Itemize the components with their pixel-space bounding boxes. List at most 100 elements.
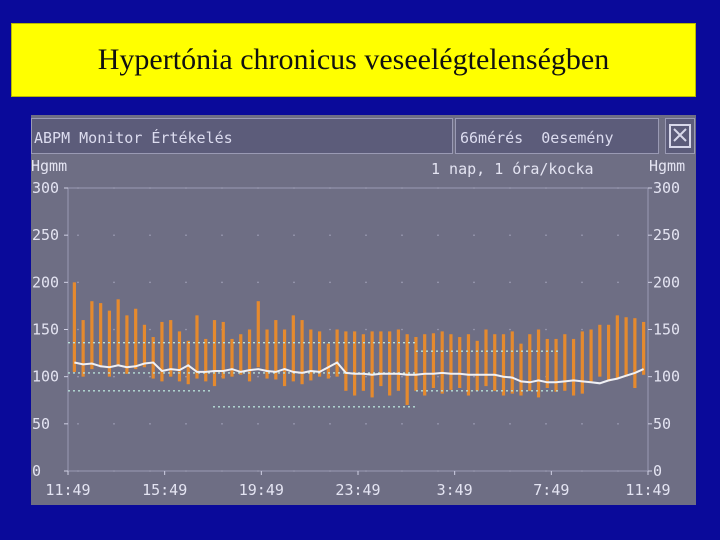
grid-dot	[473, 281, 475, 284]
grid-dot	[617, 234, 619, 236]
grid-dot	[509, 281, 511, 284]
grid-dot	[329, 328, 331, 331]
grid-dot	[365, 281, 367, 284]
bp-range-bar	[291, 315, 295, 382]
grid-dot	[221, 234, 223, 236]
bp-range-bar	[81, 320, 85, 377]
bp-range-bar	[134, 308, 138, 370]
grid-dot	[581, 281, 583, 284]
grid-dot	[149, 187, 151, 189]
grid-dot	[545, 234, 547, 236]
grid-dot	[437, 375, 439, 378]
grid-dot	[113, 375, 115, 378]
bp-range-bar	[335, 329, 339, 377]
grid-dot	[581, 234, 583, 236]
grid-dot	[617, 470, 619, 472]
bp-range-bar	[615, 315, 619, 379]
slide-title: Hypertónia chronicus veseelégtelenségben	[11, 23, 696, 97]
y-tick-label-right: 150	[653, 321, 680, 339]
bp-range-bar	[414, 337, 418, 391]
grid-dot	[293, 423, 295, 425]
grid-dot	[581, 423, 583, 425]
x-tick-label: 3:49	[437, 481, 473, 499]
bp-range-bar	[458, 337, 462, 388]
bp-range-bar	[624, 317, 628, 377]
grid-dot	[401, 281, 403, 284]
bp-range-bar	[501, 334, 506, 396]
grid-dot	[581, 470, 583, 472]
grid-dot	[113, 470, 115, 472]
grid-dot	[401, 328, 403, 331]
bp-range-bar	[151, 337, 155, 379]
grid-dot	[149, 423, 151, 425]
grid-dot	[365, 234, 367, 236]
grid-dot	[329, 470, 331, 472]
bp-range-bar	[169, 320, 173, 377]
grid-dot	[473, 375, 475, 378]
bp-range-bar	[107, 310, 112, 377]
bp-range-bar	[528, 334, 532, 391]
grid-dot	[149, 375, 151, 378]
grid-dot	[401, 470, 403, 472]
bp-range-bar	[388, 331, 392, 396]
measurement-count: 66mérés	[460, 129, 524, 147]
bp-range-bar	[230, 338, 234, 377]
grid-dot	[221, 187, 223, 189]
y-tick-label-left: 250	[32, 226, 59, 244]
bp-range-bar	[274, 320, 278, 380]
mean-pressure-line	[74, 361, 645, 385]
bp-range-bar	[642, 321, 646, 375]
bp-range-bar	[493, 334, 497, 391]
grid-dot	[509, 234, 511, 236]
bp-range-bar	[212, 320, 217, 387]
bp-range-bar	[361, 334, 365, 391]
grid-dot	[401, 423, 403, 425]
bp-range-bar	[563, 334, 567, 391]
bp-range-bar	[90, 301, 94, 370]
x-tick-label: 15:49	[142, 481, 187, 499]
bp-range-bar	[204, 338, 208, 382]
grid-dot	[437, 328, 439, 331]
plot-area	[67, 187, 649, 472]
grid-dot	[77, 187, 79, 189]
bp-range-bar	[125, 315, 129, 374]
bp-range-bar	[353, 331, 357, 396]
grid-dot	[509, 470, 511, 472]
grid-dot	[113, 423, 115, 425]
bp-range-bar	[239, 334, 243, 375]
bp-range-bar	[510, 331, 514, 394]
grid-dot	[77, 281, 79, 284]
monitor-title: ABPM Monitor Értékelés	[31, 118, 453, 154]
bp-range-bar	[589, 329, 593, 382]
bp-range-bar	[379, 331, 383, 387]
grid-dot	[185, 328, 187, 331]
grid-dot	[257, 375, 259, 378]
grid-dot	[221, 423, 223, 425]
stats-bar: 66mérés 0esemény	[455, 118, 659, 154]
bp-range-bar	[536, 329, 541, 398]
scale-note: 1 nap, 1 óra/kocka	[431, 160, 594, 178]
x-tick-label: 19:49	[239, 481, 284, 499]
grid-dot	[329, 234, 331, 236]
grid-dot	[149, 234, 151, 236]
x-tick-label: 11:49	[45, 481, 90, 499]
bp-range-bar	[466, 334, 471, 396]
grid-dot	[329, 187, 331, 189]
bp-range-bar	[256, 301, 260, 368]
monitor-icon-button[interactable]	[665, 118, 695, 154]
bp-range-bar	[195, 315, 199, 379]
bp-range-bar	[142, 324, 147, 368]
y-tick-label-right: 0	[653, 462, 662, 480]
y-tick-label-left: 200	[32, 273, 59, 291]
y-tick-label-left: 300	[32, 179, 59, 197]
bp-range-bar	[247, 329, 252, 382]
bp-range-bar	[449, 334, 453, 390]
y-tick-label-left: 100	[32, 368, 59, 386]
grid-dot	[293, 187, 295, 189]
grid-dot	[185, 470, 187, 472]
grid-dot	[365, 187, 367, 189]
monitor-screen: ABPM Monitor Értékelés 66mérés 0esemény …	[31, 115, 696, 505]
bp-range-bar	[370, 331, 374, 398]
x-tick-label: 23:49	[335, 481, 380, 499]
grid-dot	[113, 187, 115, 189]
